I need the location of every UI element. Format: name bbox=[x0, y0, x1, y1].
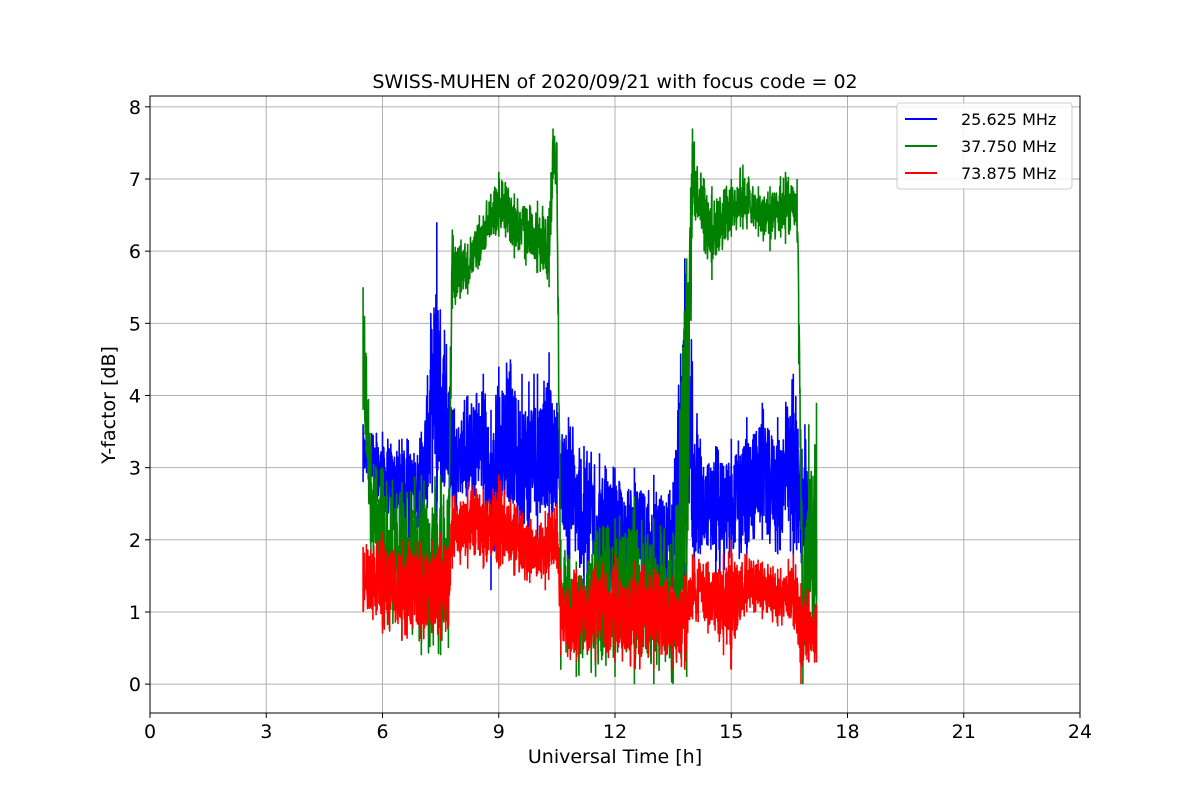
x-tick-label: 18 bbox=[835, 721, 859, 743]
legend-label-73-875: 73.875 MHz bbox=[961, 164, 1056, 183]
x-tick-label: 12 bbox=[603, 721, 627, 743]
y-tick-label: 4 bbox=[129, 385, 141, 407]
x-tick-label: 9 bbox=[493, 721, 505, 743]
series-line-73-875-mhz bbox=[362, 474, 818, 685]
x-tick-label: 6 bbox=[376, 721, 388, 743]
x-tick-label: 21 bbox=[952, 721, 976, 743]
x-axis-label: Universal Time [h] bbox=[528, 746, 702, 768]
legend-label-37-750: 37.750 MHz bbox=[961, 137, 1056, 156]
series-layer bbox=[362, 128, 818, 685]
legend: 25.625 MHz 37.750 MHz 73.875 MHz bbox=[896, 102, 1073, 190]
chart-title: SWISS-MUHEN of 2020/09/21 with focus cod… bbox=[372, 71, 857, 93]
y-tick-label: 0 bbox=[129, 674, 141, 696]
y-tick-label: 3 bbox=[129, 458, 141, 480]
y-axis-label: Y-factor [dB] bbox=[98, 346, 120, 465]
y-tick-label: 5 bbox=[129, 313, 141, 335]
y-tick-label: 8 bbox=[129, 97, 141, 119]
x-tick-label: 24 bbox=[1068, 721, 1092, 743]
y-tick-label: 2 bbox=[129, 530, 141, 552]
x-tick-label: 3 bbox=[260, 721, 272, 743]
legend-box bbox=[896, 102, 1073, 190]
legend-label-25-625: 25.625 MHz bbox=[961, 110, 1056, 129]
y-tick-label: 1 bbox=[129, 602, 141, 624]
x-tick-label: 15 bbox=[719, 721, 743, 743]
x-tick-label: 0 bbox=[144, 721, 156, 743]
y-tick-label: 7 bbox=[129, 169, 141, 191]
y-tick-label: 6 bbox=[129, 241, 141, 263]
